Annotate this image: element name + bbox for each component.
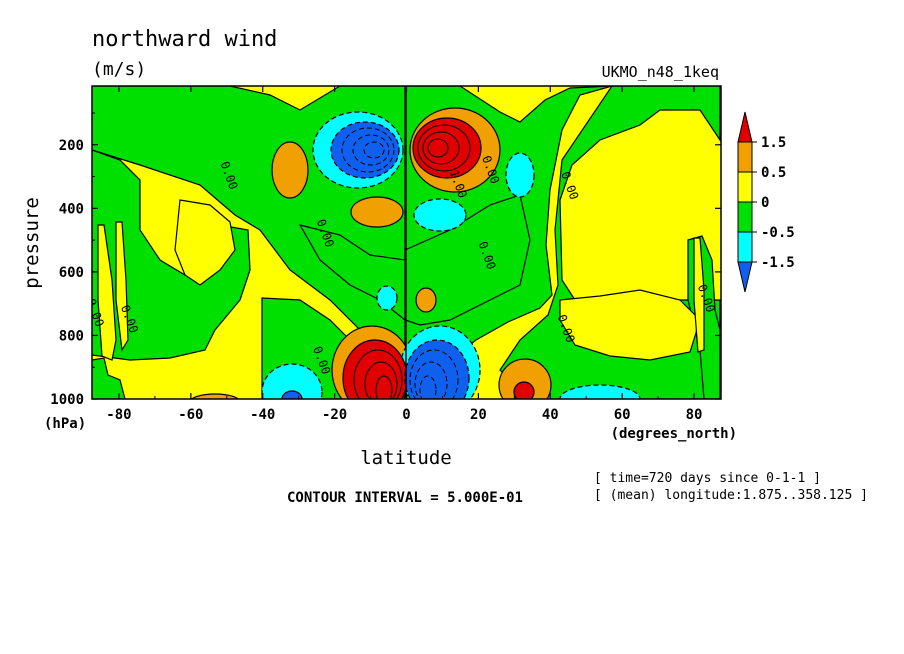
contour-red-low-1 — [353, 349, 403, 399]
colorbar-swatch-3 — [737, 201, 753, 233]
x-units: (degrees_north) — [611, 426, 737, 442]
x-tick-label-4: 0 — [402, 407, 410, 423]
colorbar-label-1: 0.5 — [761, 165, 786, 181]
contour-blue-2 — [352, 134, 390, 166]
chart-units: (m/s) — [92, 59, 146, 80]
red-core-sh-low — [342, 339, 408, 399]
island-sh-polar-streak-2 — [115, 221, 129, 352]
colorbar: 1.5 0.5 0 -0.5 -1.5 — [737, 111, 795, 293]
y-units: (hPa) — [44, 416, 86, 432]
island-sh-midlat — [174, 199, 236, 286]
orange-eq-low — [415, 287, 437, 313]
dataset-label: UKMO_n48_1keq — [602, 63, 719, 81]
y-tick-label-2: 600 — [59, 265, 84, 281]
colorbar-label-4: -1.5 — [761, 255, 795, 271]
core-contours — [341, 86, 471, 399]
chart-title: northward wind — [92, 27, 277, 52]
region-nh-mid — [404, 194, 531, 326]
blue-core-sh-far-low — [281, 390, 303, 399]
contour-red-low-2 — [364, 361, 398, 399]
y-tick-label-1: 400 — [59, 201, 84, 217]
plot-area: 0.000.000.00 0.000.001.00 0.000.000.000.00… — [92, 86, 721, 399]
region-sh-polar — [92, 149, 251, 361]
colorbar-swatch-4 — [737, 231, 753, 263]
x-axis-label: latitude — [360, 447, 452, 469]
contour-interval: CONTOUR INTERVAL = 5.000E-01 — [287, 490, 523, 506]
cyan-nh-upper — [505, 152, 535, 198]
red-core-nh-far-low — [513, 381, 535, 399]
x-tick-label-0: -80 — [106, 407, 131, 423]
y-tick-label-3: 800 — [59, 328, 84, 344]
x-tick-label-8: 80 — [686, 407, 703, 423]
y-axis-label: pressure — [21, 197, 43, 289]
x-tick-label-3: -20 — [322, 407, 347, 423]
island-nh-lower — [559, 289, 701, 361]
orange-sh-upper — [271, 141, 309, 199]
orange-nh-low — [498, 358, 552, 399]
contour-red-1 — [417, 124, 471, 172]
cyan-nh-mid — [413, 198, 467, 232]
contour-blue-3 — [363, 141, 385, 159]
colorbar-swatch-0 — [737, 111, 753, 143]
island-sh-polar-streak — [97, 224, 117, 361]
colorbar-label-3: -0.5 — [761, 225, 795, 241]
colorbar-label-2: 0 — [761, 195, 769, 211]
info-line-longitude: [ (mean) longitude:1.875..358.125 ] — [594, 488, 868, 503]
contour-blue-low-1 — [409, 349, 459, 399]
x-tick-label-2: -40 — [250, 407, 275, 423]
x-tick-label-6: 40 — [542, 407, 559, 423]
x-tick-label-7: 60 — [614, 407, 631, 423]
y-tick-label-0: 200 — [59, 138, 84, 154]
cyan-sh-far-low — [261, 363, 323, 399]
blue-core-nh-low — [404, 339, 470, 399]
region-sh-polar-strip — [92, 357, 126, 399]
colorbar-swatch-1 — [737, 141, 753, 173]
info-line-time: [ time=720 days since 0-1-1 ] — [594, 471, 821, 486]
contour-red-3 — [427, 138, 449, 158]
cyan-nh-far-low — [559, 384, 641, 399]
x-tick-label-1: -60 — [178, 407, 203, 423]
x-tick-label-5: 20 — [470, 407, 487, 423]
orange-sh-mid — [350, 196, 404, 228]
contour-blue-1 — [341, 127, 395, 173]
positive-weak-islands — [97, 199, 705, 361]
contour-blue-low-3 — [419, 375, 437, 399]
y-axis: 200 400 600 800 1000 — [50, 112, 721, 408]
contour-red-low-3 — [375, 375, 393, 399]
colorbar-swatch-2 — [737, 171, 753, 203]
colorbar-label-0: 1.5 — [761, 135, 786, 151]
y-tick-label-4: 1000 — [50, 392, 84, 408]
x-axis: -80 -60 -40 -20 0 20 40 60 80 — [106, 86, 702, 423]
contour-red-2 — [422, 131, 460, 165]
island-nh-polar-streak — [693, 237, 705, 353]
cyan-eq-low — [376, 285, 398, 311]
contour-blue-low-2 — [414, 361, 448, 399]
colorbar-swatch-5 — [737, 261, 753, 293]
